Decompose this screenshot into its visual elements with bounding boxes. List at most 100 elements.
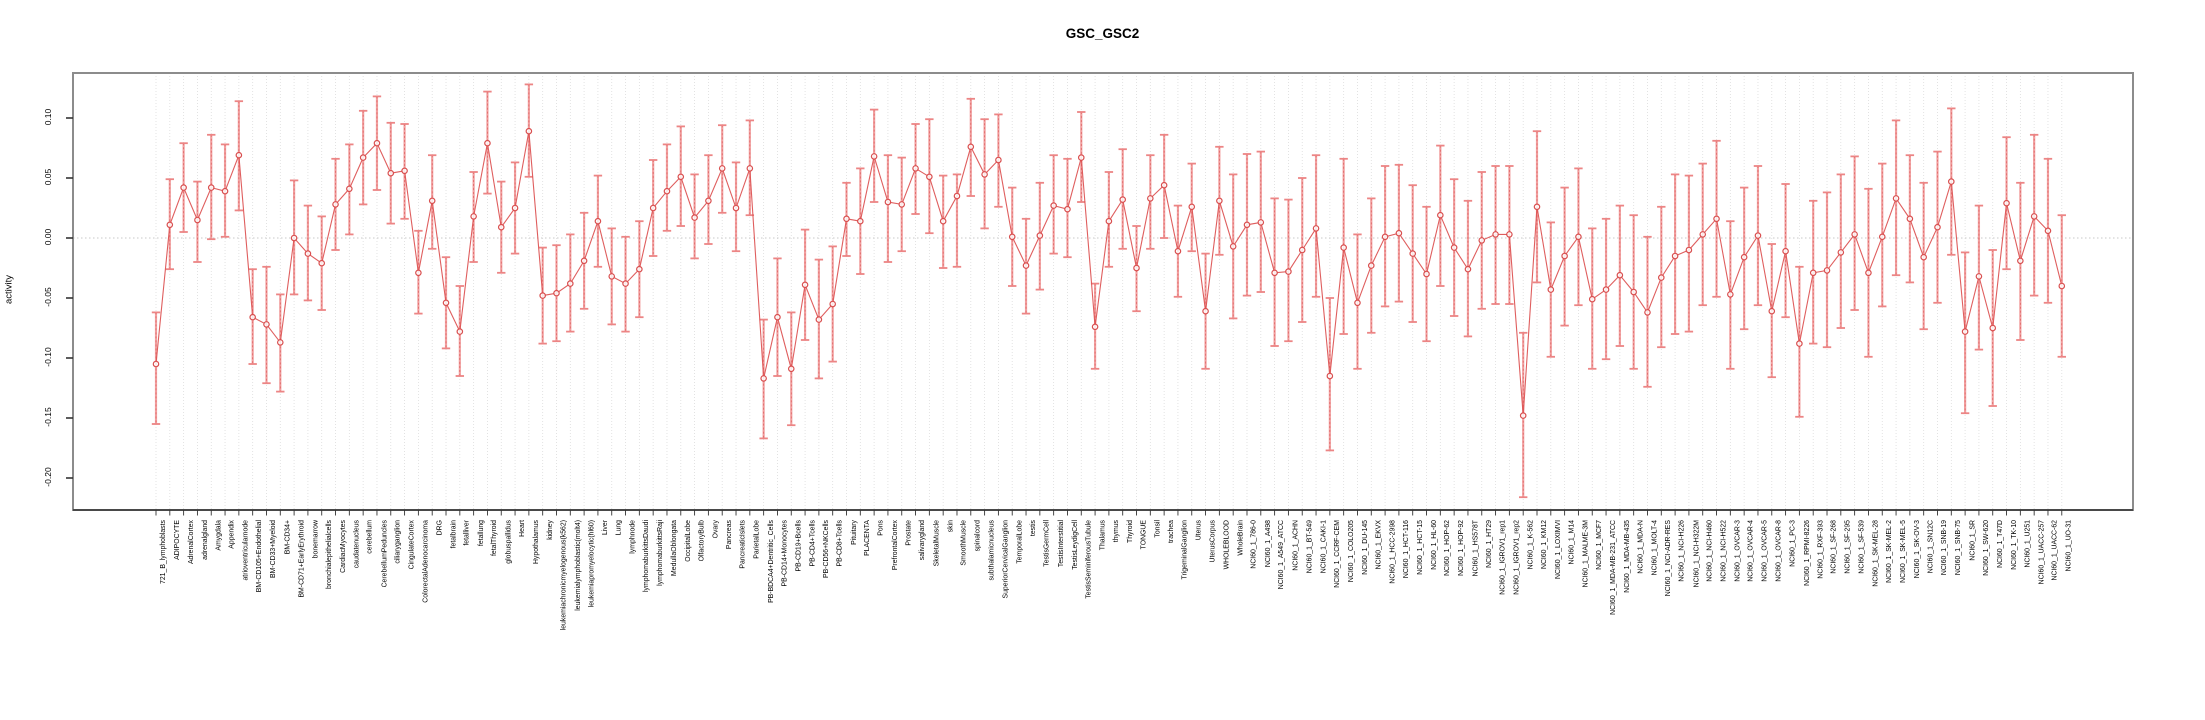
- data-point: [746, 165, 754, 172]
- x-axis-label: TestisGermCell: [1043, 520, 1051, 567]
- x-axis-label: Hypothalamus: [532, 520, 540, 565]
- x-axis-label: NCI60_1_MDA-MB-231_ATCC: [1610, 520, 1618, 615]
- x-axis-label: NCI60_1_SW-620: [1982, 520, 1990, 576]
- data-point: [1630, 288, 1637, 296]
- data-point: [1547, 286, 1555, 293]
- data-point: [2003, 199, 2010, 207]
- data-point: [760, 375, 767, 382]
- x-axis-label: DRG: [436, 520, 444, 536]
- x-axis-label: NCI60_1_OVCAR-4: [1748, 520, 1756, 582]
- data-point: [1657, 274, 1665, 281]
- x-axis-label: PancreaticIslets: [740, 520, 748, 569]
- data-point: [1464, 265, 1472, 273]
- x-axis-label: NCI60_1_RPMI-8226: [1803, 520, 1811, 586]
- data-point: [981, 171, 988, 178]
- data-point: [1699, 231, 1707, 238]
- data-point: [1602, 286, 1610, 293]
- data-point: [1961, 328, 1969, 335]
- x-axis-label: Thyroid: [1126, 520, 1134, 543]
- x-axis-label: NCI60_1_SNB-19: [1941, 520, 1949, 576]
- x-axis-label: TestisLeydigCell: [1071, 520, 1079, 570]
- x-axis-label: Ovary: [712, 520, 720, 539]
- x-axis-label: leukemiapromyelocytic(hl60): [588, 520, 596, 608]
- data-point: [207, 184, 215, 191]
- data-point: [967, 143, 975, 151]
- data-point: [1740, 253, 1748, 261]
- data-point: [939, 217, 947, 225]
- x-axis-label: NCI60_1_NCI-H522: [1720, 520, 1728, 582]
- x-axis-label: OccipitalLobe: [684, 520, 692, 562]
- x-axis-label: ADIPOCYTE: [173, 520, 181, 560]
- data-point: [926, 173, 933, 181]
- data-point: [235, 151, 243, 159]
- data-point: [1340, 244, 1347, 251]
- x-axis-label: BM-CD105+Endothelial: [256, 520, 264, 593]
- x-axis-label: NCI60_1_OVCAR-5: [1761, 520, 1769, 582]
- data-point: [843, 215, 850, 223]
- data-point: [636, 265, 643, 273]
- x-axis-label: ciliaryganglion: [394, 520, 402, 564]
- data-point: [1616, 271, 1624, 279]
- x-axis-label: TestisInterstitial: [1057, 520, 1065, 568]
- x-axis-label: NCI60_1_UO-31: [2065, 520, 2073, 572]
- x-axis-label: NCI60_1_BT-549: [1306, 520, 1314, 574]
- data-point: [415, 269, 422, 277]
- data-point: [566, 280, 574, 287]
- y-tick-label: -0.15: [43, 407, 53, 427]
- x-axis-label: NCI60_1_HOP-92: [1458, 520, 1466, 576]
- data-point: [1437, 211, 1444, 219]
- x-axis-label: WholeBrain: [1237, 520, 1245, 556]
- x-axis-label: NCI60_1_PC-3: [1789, 520, 1797, 567]
- data-point: [2017, 257, 2024, 265]
- x-axis-label: SkeletalMuscle: [933, 520, 941, 567]
- data-point: [1409, 250, 1417, 257]
- x-axis-label: BM-CD34+: [284, 520, 292, 555]
- x-axis-label: bonemarrow: [311, 520, 319, 559]
- x-axis-label: NCI60_1_SK-OV-3: [1913, 520, 1921, 579]
- data-point: [829, 300, 836, 308]
- data-point: [359, 154, 367, 161]
- plot-frame: [72, 72, 2134, 511]
- data-point: [1588, 295, 1596, 303]
- data-point: [1174, 247, 1182, 255]
- x-axis-label: Uterus: [1195, 520, 1203, 541]
- x-axis-label: fetalThyroid: [491, 520, 499, 557]
- data-point: [995, 156, 1002, 164]
- data-point: [663, 187, 671, 195]
- y-tick-label: -0.10: [43, 347, 53, 367]
- x-axis-label: NCI60_1_SK-MEL-28: [1872, 520, 1880, 587]
- x-axis-label: Amygdala: [215, 520, 223, 551]
- data-point: [815, 316, 823, 323]
- x-axis-label: NCI60_1_SR: [1969, 520, 1977, 561]
- data-point: [304, 250, 312, 257]
- x-axis-label: Lung: [615, 520, 623, 536]
- x-axis-label: NCI60_1_MALME-3M: [1582, 520, 1590, 588]
- data-point: [1878, 233, 1886, 241]
- x-axis-label: NCI60_1_HCT-116: [1402, 520, 1410, 579]
- x-axis-label: Prostate: [905, 520, 913, 546]
- x-axis-label: 721_B_lymphoblasts: [160, 520, 167, 584]
- x-axis-label: NCI60_1_OVCAR-3: [1734, 520, 1742, 582]
- y-tick-label: 0.10: [43, 108, 53, 126]
- data-point: [1575, 233, 1582, 241]
- x-axis-label: PB-CD4+Tcells: [809, 520, 817, 567]
- x-axis-label: NCI60_1_NCI-H226: [1679, 520, 1687, 582]
- data-point: [1671, 252, 1679, 260]
- data-point: [1298, 246, 1306, 254]
- x-axis-label: kidney: [546, 520, 554, 540]
- data-point: [801, 281, 809, 289]
- data-point: [1989, 324, 1997, 332]
- data-point: [774, 313, 781, 321]
- data-point: [1243, 221, 1251, 229]
- y-tick-label: -0.20: [43, 467, 53, 487]
- data-point: [953, 192, 961, 200]
- data-point: [898, 201, 906, 208]
- data-point: [1257, 219, 1265, 226]
- data-point: [180, 184, 187, 191]
- x-axis-label: NCI60_1_DU-145: [1361, 520, 1369, 575]
- data-point: [787, 365, 795, 373]
- data-point: [346, 185, 353, 193]
- data-point: [1354, 299, 1361, 307]
